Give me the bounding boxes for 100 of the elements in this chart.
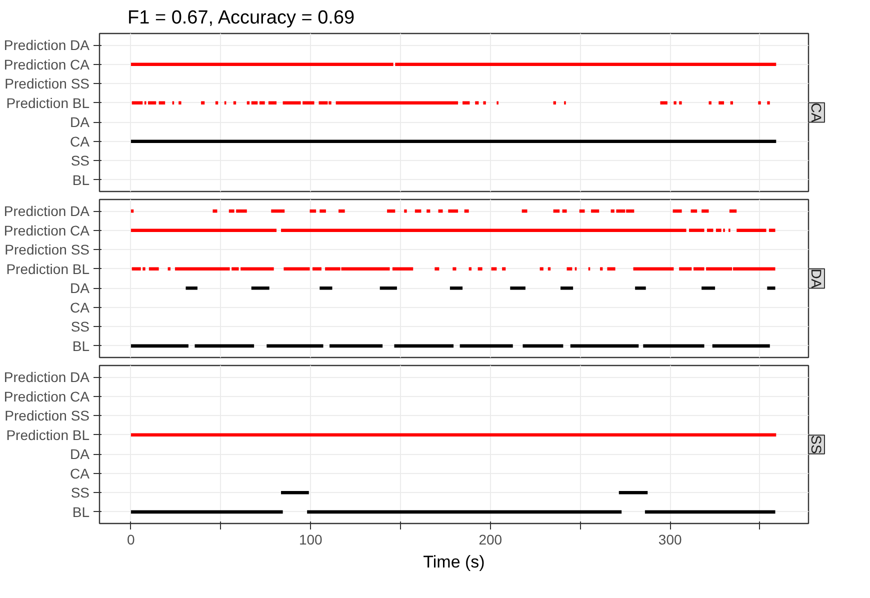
bar xyxy=(338,209,345,213)
y-tick-label: DA xyxy=(70,114,90,130)
bar xyxy=(259,101,265,105)
bar xyxy=(478,267,482,271)
y-tick-label: SS xyxy=(70,152,90,169)
bar xyxy=(716,228,722,232)
bar xyxy=(502,267,506,271)
bar xyxy=(718,101,724,105)
y-tick-label: Prediction BL xyxy=(6,94,90,111)
bar xyxy=(510,286,526,290)
bar xyxy=(600,267,603,271)
y-tick-label: Prediction SS xyxy=(4,408,90,424)
bar xyxy=(702,209,709,213)
bar xyxy=(712,344,770,348)
bar xyxy=(336,101,458,105)
y-tick-label: BL xyxy=(72,338,90,354)
bar xyxy=(548,267,551,271)
y-tick-label: Prediction DA xyxy=(4,369,90,386)
bar xyxy=(130,344,188,348)
bar xyxy=(522,344,564,348)
y-tick-label: BL xyxy=(72,504,90,520)
y-tick-label: CA xyxy=(70,133,90,150)
bar xyxy=(736,228,766,232)
bar xyxy=(307,510,622,514)
bar xyxy=(320,286,332,290)
y-tick-label: Prediction SS xyxy=(4,242,90,258)
bar xyxy=(380,286,397,290)
bar xyxy=(462,101,470,105)
bar xyxy=(767,101,770,105)
y-tick-label: CA xyxy=(70,465,90,482)
bar xyxy=(679,267,692,271)
bar xyxy=(553,101,556,105)
bar xyxy=(271,209,285,213)
bar xyxy=(318,101,328,105)
y-tick-label: Prediction CA xyxy=(4,222,90,238)
bar xyxy=(186,286,198,290)
bar xyxy=(468,267,472,271)
bar xyxy=(266,344,324,348)
bar xyxy=(246,101,250,105)
y2-axis-title: CA xyxy=(808,102,824,123)
bar xyxy=(268,101,277,105)
bar xyxy=(178,101,182,105)
bar xyxy=(330,344,383,348)
y-tick-label: Prediction CA xyxy=(4,388,90,404)
y-tick-label: BL xyxy=(72,172,90,188)
bar xyxy=(281,228,686,232)
chart-title: F1 = 0.67, Accuracy = 0.69 xyxy=(128,8,355,28)
bar xyxy=(460,344,513,348)
bar xyxy=(130,510,283,514)
bar xyxy=(767,286,776,290)
y-tick-label: CA xyxy=(70,299,90,316)
y-tick-label: Prediction BL xyxy=(6,426,90,443)
bar xyxy=(633,267,674,271)
bar xyxy=(130,140,776,144)
bar xyxy=(212,209,218,213)
bar xyxy=(434,267,440,271)
bar xyxy=(491,267,497,271)
bar xyxy=(132,101,143,105)
bar xyxy=(644,510,776,514)
bar xyxy=(201,101,205,105)
y-tick-label: Prediction DA xyxy=(4,203,90,220)
y-tick-label: DA xyxy=(70,280,90,296)
y-tick-label: SS xyxy=(70,484,90,501)
bar xyxy=(215,101,218,105)
bar xyxy=(635,286,646,290)
bar xyxy=(284,267,310,271)
bar xyxy=(607,267,616,271)
y-tick-label: Prediction DA xyxy=(4,37,90,54)
y-tick-label: Prediction SS xyxy=(4,76,90,92)
bar xyxy=(464,209,469,213)
bar xyxy=(452,267,456,271)
bar xyxy=(562,209,567,213)
bar xyxy=(674,101,676,105)
bar xyxy=(475,101,479,105)
bar xyxy=(130,433,776,437)
bar xyxy=(148,267,159,271)
y-tick-label: DA xyxy=(70,446,90,462)
bar xyxy=(591,209,600,213)
bar xyxy=(643,344,704,348)
bar xyxy=(148,101,156,105)
bar xyxy=(560,286,574,290)
bar xyxy=(483,101,486,105)
bar xyxy=(768,228,776,232)
bar xyxy=(702,286,716,290)
bar xyxy=(706,228,714,232)
bar xyxy=(540,267,544,271)
y2-axis-title: DA xyxy=(808,268,824,289)
bar xyxy=(392,267,414,271)
bar xyxy=(394,344,454,348)
bar xyxy=(566,267,572,271)
bar xyxy=(618,491,648,494)
bar xyxy=(320,209,326,213)
bar xyxy=(251,286,270,290)
bar xyxy=(251,101,258,105)
x-tick-label: 0 xyxy=(127,532,136,548)
bar xyxy=(312,267,322,271)
bar xyxy=(688,228,704,232)
bar xyxy=(130,228,277,232)
bar xyxy=(281,491,309,494)
bar xyxy=(438,209,443,213)
